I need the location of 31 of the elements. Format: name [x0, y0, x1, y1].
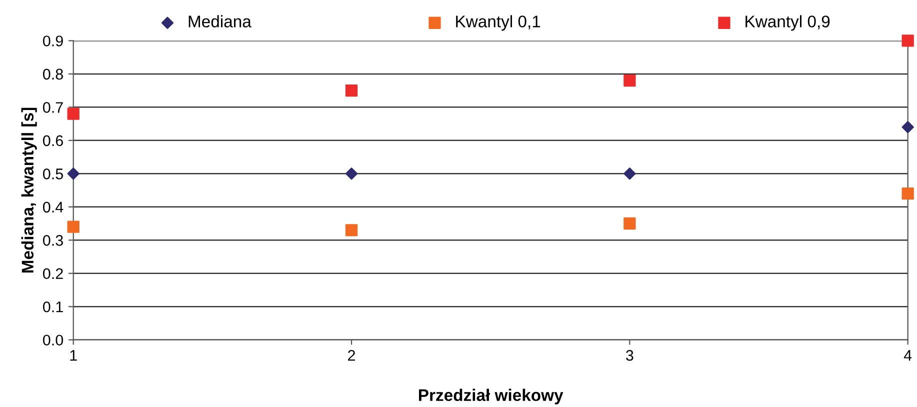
point	[345, 224, 358, 236]
point	[624, 217, 636, 230]
y-tick-label: 0.6	[43, 135, 63, 146]
legend-label: Kwantyl 0,9	[746, 15, 830, 31]
point	[902, 188, 914, 200]
x-tick-label: 2	[348, 350, 355, 361]
y-tick-label: 0.7	[43, 102, 63, 113]
point	[345, 84, 358, 97]
y-tick-label: 0.8	[43, 68, 63, 80]
point	[67, 168, 80, 180]
x-tick-label: 3	[626, 350, 634, 361]
point	[902, 121, 914, 134]
point	[67, 108, 80, 120]
x-axis-title: Przedział wiekowy	[419, 388, 564, 404]
legend-label: Mediana	[188, 15, 252, 28]
y-tick-label: 0.4	[43, 202, 64, 213]
y-tick-label: 0.2	[43, 268, 63, 280]
x-tick-label: 4	[904, 350, 912, 361]
y-tick-label: 0.1	[43, 301, 63, 312]
y-tick-label: 0.9	[43, 36, 63, 46]
y-axis-title: Mediana, kwantyll [s]	[21, 108, 37, 273]
x-tick-label: 1	[70, 350, 77, 361]
point	[902, 34, 914, 47]
point	[67, 220, 80, 233]
point	[345, 168, 358, 180]
legend-label: Kwantyl 0,1	[456, 15, 540, 31]
y-tick-label: 0.3	[43, 235, 63, 246]
point	[624, 74, 636, 87]
y-tick-label: 0.5	[43, 168, 63, 180]
y-tick-label: 0.0	[43, 334, 64, 346]
point	[624, 168, 636, 180]
